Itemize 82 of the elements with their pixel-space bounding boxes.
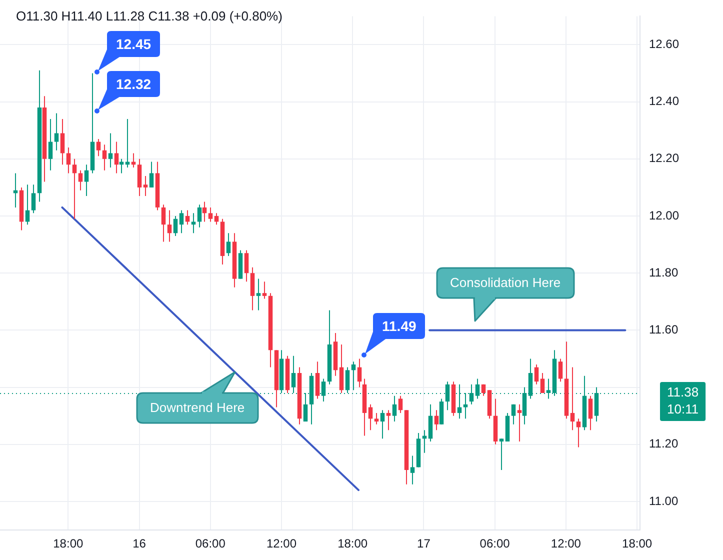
candlestick bbox=[108, 132, 113, 168]
y-tick-label: 11.00 bbox=[649, 494, 678, 508]
y-tick-label: 12.60 bbox=[649, 37, 680, 52]
annotation: 12.45 bbox=[107, 31, 160, 57]
candlestick bbox=[66, 147, 71, 174]
x-tick-label: 06:00 bbox=[480, 536, 510, 551]
annotation: Downtrend Here bbox=[137, 393, 258, 423]
candlestick bbox=[179, 210, 184, 234]
candlestick bbox=[351, 361, 356, 391]
candlestick bbox=[60, 118, 65, 166]
candlestick bbox=[167, 210, 172, 242]
x-tick-label: 18:00 bbox=[53, 536, 84, 551]
candlestick bbox=[434, 410, 439, 431]
candlestick bbox=[546, 378, 551, 400]
y-tick-label: 11.80 bbox=[649, 265, 678, 280]
candlestick bbox=[48, 118, 53, 171]
candlestick bbox=[374, 412, 379, 425]
candlestick bbox=[262, 281, 267, 300]
y-tick-label: 12.20 bbox=[649, 151, 680, 166]
candlestick bbox=[226, 232, 231, 256]
candlestick bbox=[244, 250, 249, 282]
candlestick bbox=[149, 161, 154, 188]
candlestick bbox=[398, 395, 403, 414]
candlestick bbox=[392, 395, 397, 422]
candlestick bbox=[357, 358, 362, 388]
candlestick bbox=[137, 158, 142, 197]
x-tick-label: 12:00 bbox=[550, 536, 582, 551]
candlestick bbox=[386, 410, 391, 431]
candlestick bbox=[72, 158, 77, 220]
candlestick bbox=[576, 418, 581, 448]
annotation: 11.49 bbox=[373, 313, 426, 339]
candlestick bbox=[380, 410, 385, 440]
candlestick bbox=[439, 398, 444, 425]
x-tick-label: 18:00 bbox=[622, 536, 652, 551]
candlestick bbox=[256, 278, 261, 311]
candlestick bbox=[291, 355, 296, 394]
candlestick bbox=[511, 404, 516, 425]
candlestick bbox=[345, 366, 350, 394]
candlestick bbox=[499, 438, 504, 471]
candlestick bbox=[315, 361, 320, 400]
candlestick bbox=[517, 404, 522, 442]
candlestick bbox=[208, 206, 213, 222]
chart-title: O11.30 H11.40 L11.28 C11.38 +0.09 (+0.80%) bbox=[16, 8, 282, 24]
candlestick bbox=[114, 141, 119, 174]
candlestick bbox=[339, 344, 344, 394]
candlestick bbox=[197, 204, 202, 228]
candlestick bbox=[368, 404, 373, 431]
candlestick bbox=[410, 455, 415, 485]
candlestick bbox=[78, 170, 83, 191]
y-tick-label: 12.40 bbox=[649, 94, 680, 108]
candlestick bbox=[534, 364, 539, 385]
candlestick bbox=[173, 216, 178, 236]
candlestick bbox=[540, 372, 545, 394]
x-tick-label: 16 bbox=[132, 536, 146, 551]
x-tick-label: 18:00 bbox=[338, 536, 368, 551]
y-tick-label: 11.60 bbox=[649, 322, 678, 336]
candlestick bbox=[143, 176, 148, 197]
annotation: Consolidation Here bbox=[437, 268, 574, 298]
candlestick bbox=[31, 184, 36, 214]
candlestick bbox=[96, 138, 101, 157]
candlestick bbox=[428, 404, 433, 442]
candlestick bbox=[214, 212, 219, 226]
candlestick bbox=[558, 358, 563, 382]
candlestick bbox=[250, 266, 255, 311]
candlestick bbox=[102, 144, 107, 171]
x-tick-label: 12:00 bbox=[266, 536, 297, 551]
candlestick bbox=[54, 112, 59, 151]
annotation: 12.32 bbox=[107, 71, 160, 97]
candlestick bbox=[161, 204, 166, 242]
candlestick bbox=[25, 184, 30, 226]
text: 10:11 bbox=[666, 402, 699, 417]
y-tick-label: 12.00 bbox=[649, 208, 680, 222]
candlestick bbox=[570, 366, 575, 431]
candlestick bbox=[84, 164, 89, 197]
x-tick-label: 17 bbox=[417, 536, 431, 551]
candlestick bbox=[588, 395, 593, 431]
ref-line-label: 11.38 bbox=[666, 384, 699, 400]
candlestick bbox=[185, 210, 190, 226]
x-tick-label: 06:00 bbox=[195, 536, 226, 551]
candlestick bbox=[202, 201, 207, 222]
candlestick bbox=[191, 212, 196, 234]
y-tick-label: 11.20 bbox=[649, 436, 678, 451]
